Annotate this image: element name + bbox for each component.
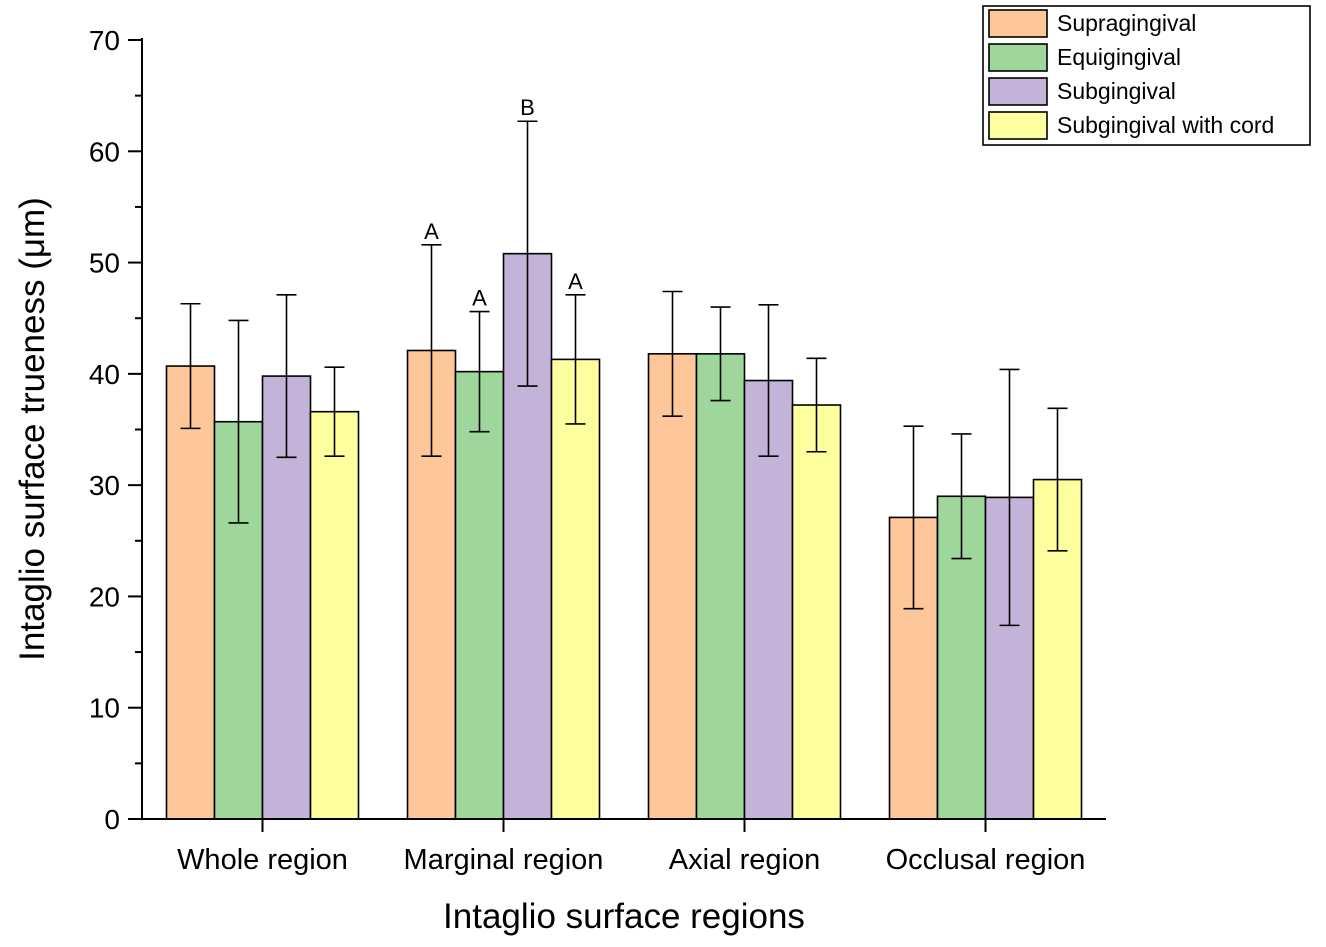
x-tick-label: Axial region — [669, 844, 821, 876]
y-tick-label: 0 — [104, 804, 120, 835]
legend-label: Supragingival — [1057, 10, 1196, 36]
y-tick-label: 70 — [89, 25, 120, 56]
y-tick-label: 30 — [89, 470, 120, 501]
axes-layer: 0 10 20 30 40 50 60 70 Whole region Marginal regi… — [89, 25, 1106, 876]
y-axis-title: Intaglio surface trueness (μm) — [13, 197, 52, 661]
bar — [309, 410, 360, 820]
y-tick-label: 50 — [89, 248, 120, 279]
bar — [454, 370, 505, 820]
y-tick-label: 60 — [89, 136, 120, 167]
legend-swatch — [988, 43, 1048, 72]
bar — [165, 365, 216, 820]
significance-label: A — [472, 286, 487, 311]
legend: Supragingival Equigingival Subgingival Subg… — [982, 5, 1311, 146]
y-tick-label: 40 — [89, 359, 120, 390]
bar — [695, 353, 746, 820]
legend-label: Equigingival — [1057, 44, 1181, 70]
bar — [647, 353, 698, 820]
legend-swatch — [988, 9, 1048, 38]
legend-swatch — [988, 77, 1048, 106]
bars-layer: A A B A — [165, 95, 1083, 820]
significance-label: A — [424, 219, 439, 244]
x-axis-title: Intaglio surface regions — [443, 897, 805, 936]
y-tick-label: 20 — [89, 581, 120, 612]
legend-label: Subgingival — [1057, 78, 1176, 104]
legend-swatch — [988, 111, 1048, 140]
significance-label: A — [568, 269, 583, 294]
y-tick-label: 10 — [89, 693, 120, 724]
significance-label: B — [520, 95, 535, 120]
legend-label: Subgingival with cord — [1057, 112, 1274, 138]
bar — [791, 404, 842, 820]
bar — [550, 358, 601, 820]
x-tick-label: Occlusal region — [886, 844, 1086, 876]
x-tick-label: Marginal region — [404, 844, 604, 876]
x-tick-label: Whole region — [177, 844, 348, 876]
